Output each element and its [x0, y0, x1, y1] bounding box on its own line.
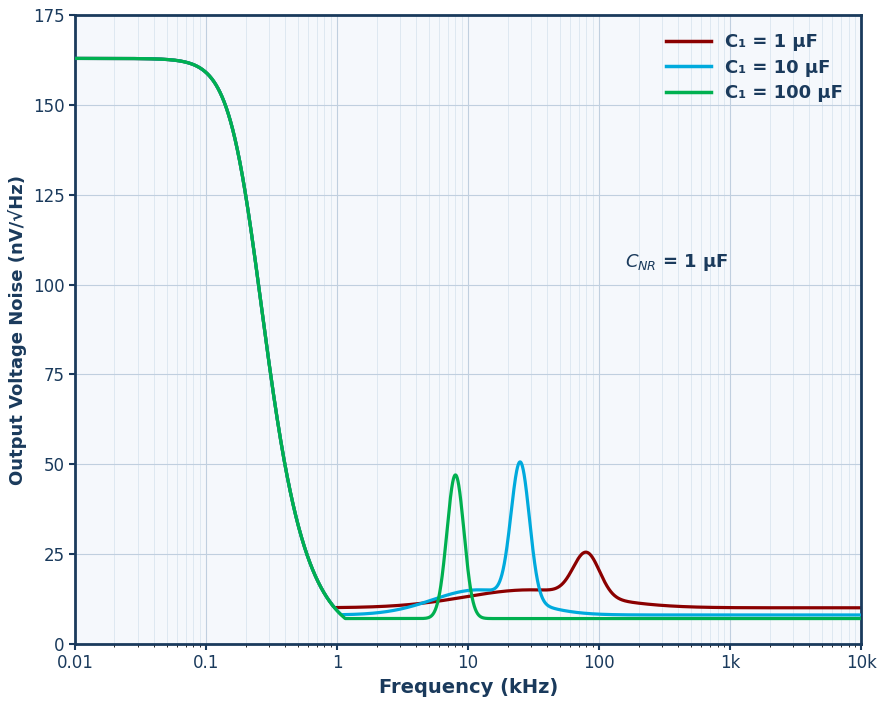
- Text: $C_{NR}$ = 1 μF: $C_{NR}$ = 1 μF: [626, 252, 729, 273]
- Legend: C₁ = 1 μF, C₁ = 10 μF, C₁ = 100 μF: C₁ = 1 μF, C₁ = 10 μF, C₁ = 100 μF: [657, 25, 852, 111]
- Y-axis label: Output Voltage Noise (nV/√Hz): Output Voltage Noise (nV/√Hz): [8, 175, 27, 484]
- X-axis label: Frequency (kHz): Frequency (kHz): [379, 678, 558, 697]
